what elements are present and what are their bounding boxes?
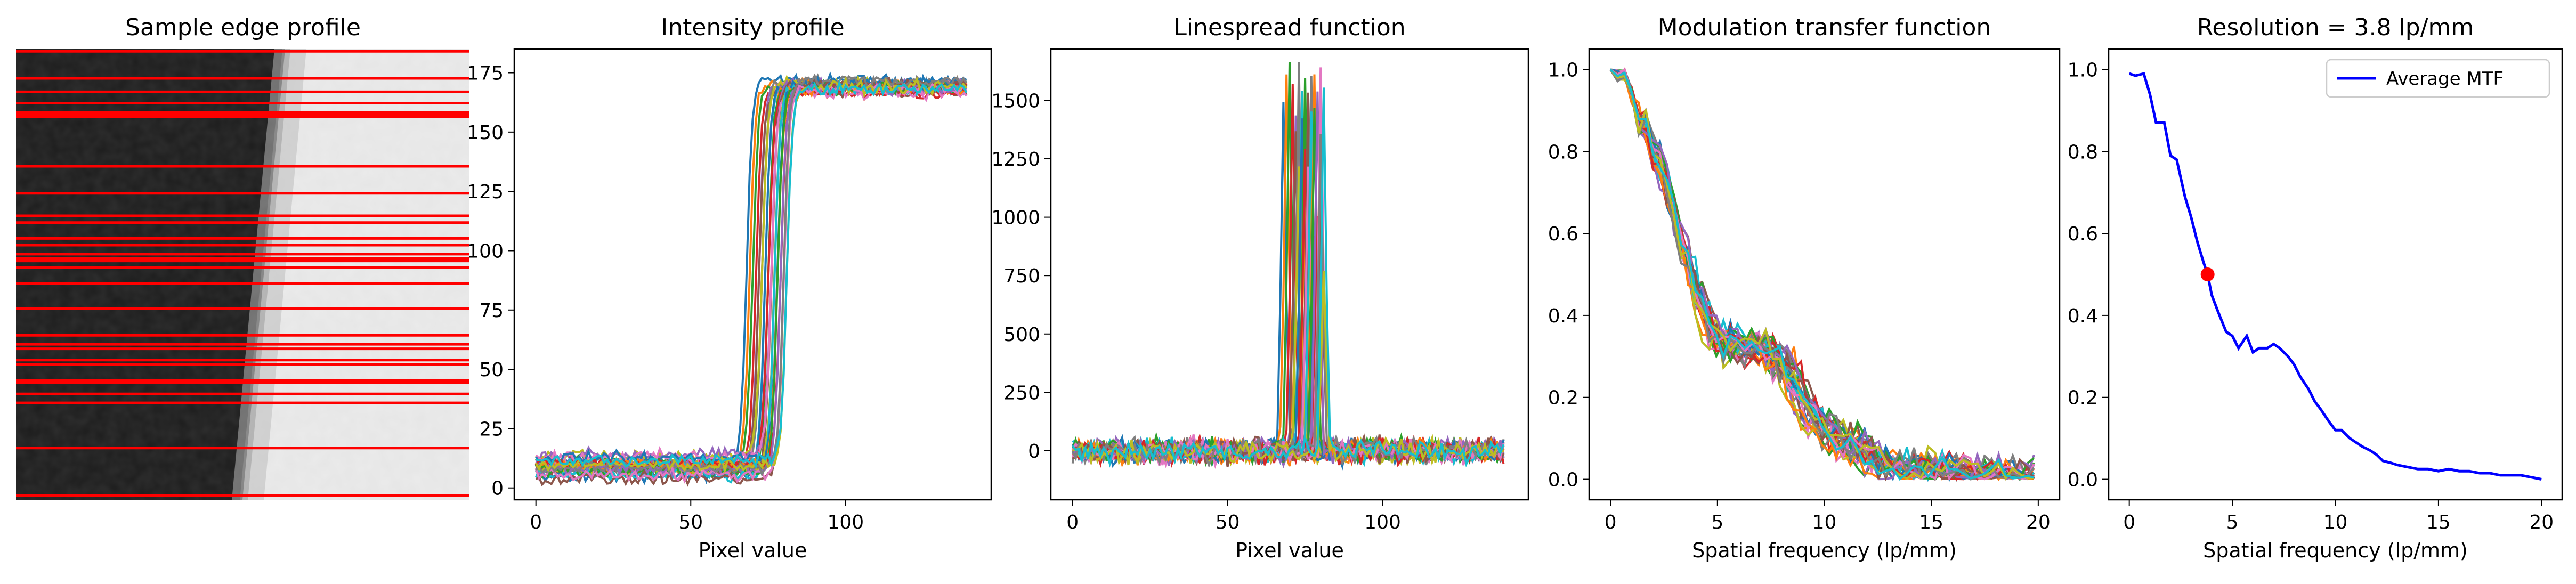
x-axis-label: Pixel value: [1235, 539, 1344, 562]
legend: Average MTF: [2326, 59, 2550, 98]
intensity-series-line: [536, 79, 968, 469]
image-noise: [16, 49, 469, 500]
mtf-series-line: [1609, 69, 2034, 481]
legend-entry: Average MTF: [2386, 68, 2504, 90]
scanlines: [16, 50, 469, 497]
y-tick-label: 0.0: [2068, 469, 2098, 491]
y-tick-label: 50: [479, 359, 504, 381]
y-tick-label: 0.6: [1548, 223, 1578, 245]
axes-frame: [513, 48, 992, 501]
y-tick-label: 0.2: [1548, 387, 1578, 409]
x-tick-label: 10: [1812, 512, 1837, 533]
axes-frame: [2108, 48, 2563, 501]
average-mtf-line: [2128, 72, 2542, 481]
panel-modulation-transfer-function: Modulation transfer function 0 5 10 15 20 0.0 0…: [1548, 14, 2061, 562]
x-tick-label: 50: [678, 512, 703, 533]
x-axis-label: Spatial frequency (lp/mm): [1692, 539, 1957, 562]
y-tick-label: 1250: [991, 149, 1040, 171]
y-tick-label: 1000: [991, 207, 1040, 229]
x-tick-label: 0: [1066, 512, 1079, 533]
panel-title: Sample edge profile: [125, 14, 361, 41]
x-tick-label: 0: [1605, 512, 1617, 533]
panel-title: Intensity profile: [661, 14, 844, 41]
axes-frame: [1050, 48, 1529, 501]
x-tick-label: 5: [2226, 512, 2239, 533]
y-tick-label: 0.6: [2068, 223, 2098, 245]
y-tick-label: 100: [467, 240, 504, 262]
x-tick-label: 20: [2026, 512, 2051, 533]
y-tick-label: 1.0: [2068, 59, 2098, 81]
y-tick-label: 0.2: [2068, 387, 2098, 409]
x-tick-label: 15: [1919, 512, 1943, 533]
linespread-series-line: [1072, 87, 1505, 468]
panel-sample-edge-profile: Sample edge profile: [16, 14, 469, 500]
intensity-series-line: [535, 77, 968, 487]
legend-box: [2326, 59, 2550, 98]
x-tick-label: 100: [827, 512, 864, 533]
x-tick-label: 5: [1711, 512, 1723, 533]
y-tick-label: 0: [1028, 441, 1040, 463]
x-tick-label: 0: [2123, 512, 2135, 533]
plot-area: [534, 71, 968, 487]
x-axis-label: Pixel value: [699, 539, 807, 562]
panel-title: Linespread function: [1173, 14, 1405, 41]
y-tick-label: 750: [1003, 265, 1040, 287]
mtf-series-line: [1609, 68, 2035, 481]
y-tick-label: 0.8: [1548, 141, 1578, 163]
panel-intensity-profile: Intensity profile 0 50 100 0 25 50 75 100 125 150 1…: [467, 14, 992, 562]
x-tick-label: 50: [1216, 512, 1240, 533]
y-tick-label: 500: [1003, 324, 1040, 346]
y-tick-label: 125: [467, 181, 504, 203]
resolution-marker: [2200, 267, 2215, 281]
x-axis-label: Spatial frequency (lp/mm): [2203, 539, 2468, 562]
plot-area: [1071, 61, 1505, 471]
x-tick-label: 0: [530, 512, 542, 533]
panel-title: Resolution = 3.8 lp/mm: [2197, 14, 2474, 41]
mtf-series-line: [1609, 69, 2035, 481]
panel-title: Modulation transfer function: [1658, 14, 1991, 41]
mtf-series-line: [1609, 69, 2035, 481]
x-tick-label: 100: [1364, 512, 1401, 533]
y-tick-label: 0.4: [1548, 305, 1578, 327]
y-tick-label: 1.0: [1548, 59, 1578, 81]
y-tick-label: 25: [479, 418, 504, 440]
axes-frame: [1588, 48, 2061, 501]
y-tick-label: 75: [479, 300, 504, 322]
plot-area: [2128, 72, 2542, 481]
edge-image: [16, 49, 469, 500]
y-tick-label: 0: [491, 478, 504, 500]
intensity-series-line: [535, 73, 968, 477]
x-tick-label: 10: [2323, 512, 2348, 533]
y-tick-label: 0.4: [2068, 305, 2098, 327]
y-tick-label: 1500: [991, 90, 1040, 112]
y-tick-label: 0.0: [1548, 469, 1578, 491]
linespread-series-line: [1072, 271, 1504, 466]
y-tick-label: 0.8: [2068, 141, 2098, 163]
x-tick-label: 15: [2426, 512, 2451, 533]
y-tick-label: 175: [467, 63, 504, 85]
plot-area: [1609, 67, 2035, 482]
y-tick-label: 250: [1003, 382, 1040, 404]
x-tick-label: 20: [2529, 512, 2554, 533]
panel-resolution: Resolution = 3.8 lp/mm 0 5 10 15 20 0.0 0.2 0.4 0…: [2068, 14, 2563, 562]
mtf-series-line: [1609, 69, 2035, 481]
y-tick-label: 150: [467, 122, 504, 144]
